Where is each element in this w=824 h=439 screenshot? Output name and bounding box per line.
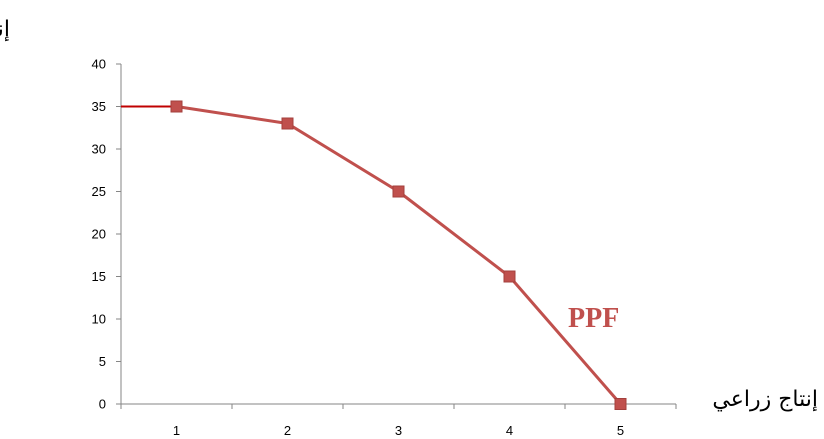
y-tick-label: 0 bbox=[99, 397, 106, 412]
y-tick-label: 25 bbox=[92, 184, 106, 199]
axes bbox=[120, 64, 676, 405]
y-tick-labels: 0 5 10 15 20 25 30 35 40 bbox=[92, 57, 121, 412]
data-point-marker bbox=[281, 117, 294, 130]
ppf-annotation: PPF bbox=[568, 303, 619, 334]
y-tick-label: 15 bbox=[92, 269, 106, 284]
y-tick-label: 40 bbox=[92, 57, 106, 72]
data-point-marker bbox=[392, 185, 405, 198]
y-axis-title: إنتاج صناعي bbox=[0, 17, 10, 42]
y-tick-label: 30 bbox=[92, 142, 106, 157]
data-point-marker bbox=[614, 398, 627, 410]
x-tick-label: 5 bbox=[617, 423, 624, 438]
ppf-line bbox=[176, 105, 622, 405]
x-tick-label: 4 bbox=[506, 423, 513, 438]
data-point-marker bbox=[503, 270, 516, 283]
x-tick-label: 1 bbox=[173, 423, 180, 438]
x-tick-label: 2 bbox=[284, 423, 291, 438]
data-point-marker bbox=[170, 100, 183, 113]
x-tick-label: 3 bbox=[395, 423, 402, 438]
series-ppf bbox=[121, 100, 627, 410]
y-tick-label: 20 bbox=[92, 227, 106, 242]
y-tick-label: 35 bbox=[92, 99, 106, 114]
x-tick-labels: 1 2 3 4 5 bbox=[120, 404, 677, 438]
y-tick-label: 5 bbox=[99, 354, 106, 369]
x-axis-title: إنتاج زراعي bbox=[712, 387, 818, 412]
y-tick-label: 10 bbox=[92, 312, 106, 327]
